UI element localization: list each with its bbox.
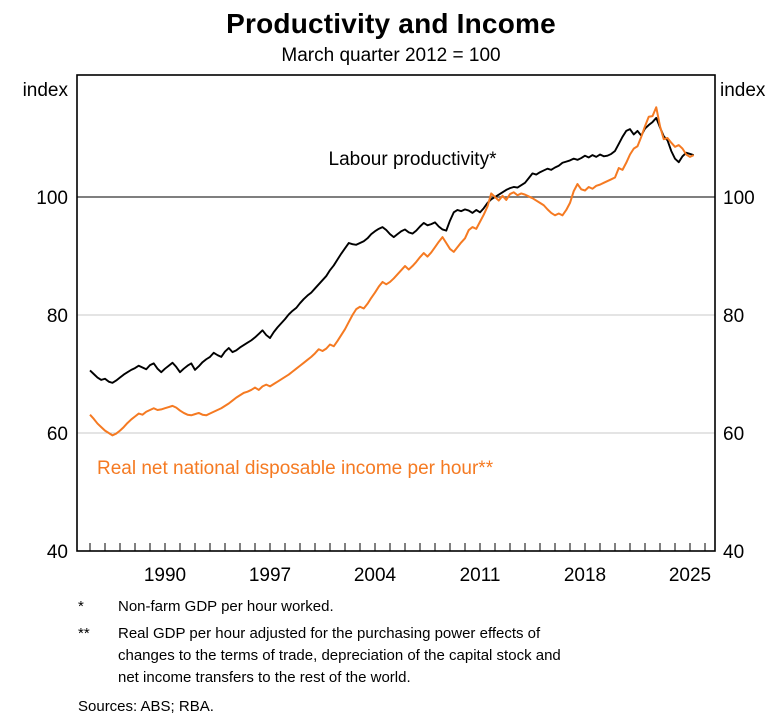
- x-tick-label-2018: 2018: [564, 565, 606, 586]
- y-tick-label-left-40: 40: [47, 542, 68, 563]
- x-tick-label-2011: 2011: [460, 565, 501, 586]
- plot-border: [76, 74, 716, 552]
- labour-productivity-line: [89, 116, 695, 384]
- sources-line: Sources: ABS; RBA.: [78, 698, 214, 715]
- footnote-1: * Non-farm GDP per hour worked.: [78, 596, 718, 618]
- footnote-1-marker: *: [78, 598, 84, 615]
- rnndi-label: Real net national disposable income per …: [97, 458, 494, 479]
- y-tick-label-left-100: 100: [36, 188, 68, 209]
- footnote-2-marker: **: [78, 625, 90, 642]
- y-tick-label-left-80: 80: [47, 306, 68, 327]
- x-tick-label-2004: 2004: [354, 565, 397, 586]
- x-tick-label-1997: 1997: [249, 565, 291, 586]
- y-tick-label-right-100: 100: [723, 188, 755, 209]
- y-tick-label-right-60: 60: [723, 424, 744, 445]
- y-tick-label-right-80: 80: [723, 306, 744, 327]
- y-axis-unit-left: index: [22, 80, 68, 101]
- chart-title: Productivity and Income: [226, 8, 556, 39]
- footnote-2-text: Real GDP per hour adjusted for the purch…: [118, 625, 561, 686]
- y-tick-label-right-40: 40: [723, 542, 744, 563]
- y-axis-unit-right: index: [720, 80, 766, 101]
- y-tick-label-left-60: 60: [47, 424, 68, 445]
- footnote-2: ** Real GDP per hour adjusted for the pu…: [78, 623, 718, 689]
- chart-subtitle: March quarter 2012 = 100: [281, 45, 501, 66]
- rnndi-line: [89, 106, 695, 437]
- x-tick-label-2025: 2025: [669, 565, 711, 586]
- labour-productivity-label: Labour productivity*: [328, 149, 497, 170]
- x-tick-label-1990: 1990: [144, 565, 186, 586]
- footnote-1-text: Non-farm GDP per hour worked.: [118, 598, 334, 615]
